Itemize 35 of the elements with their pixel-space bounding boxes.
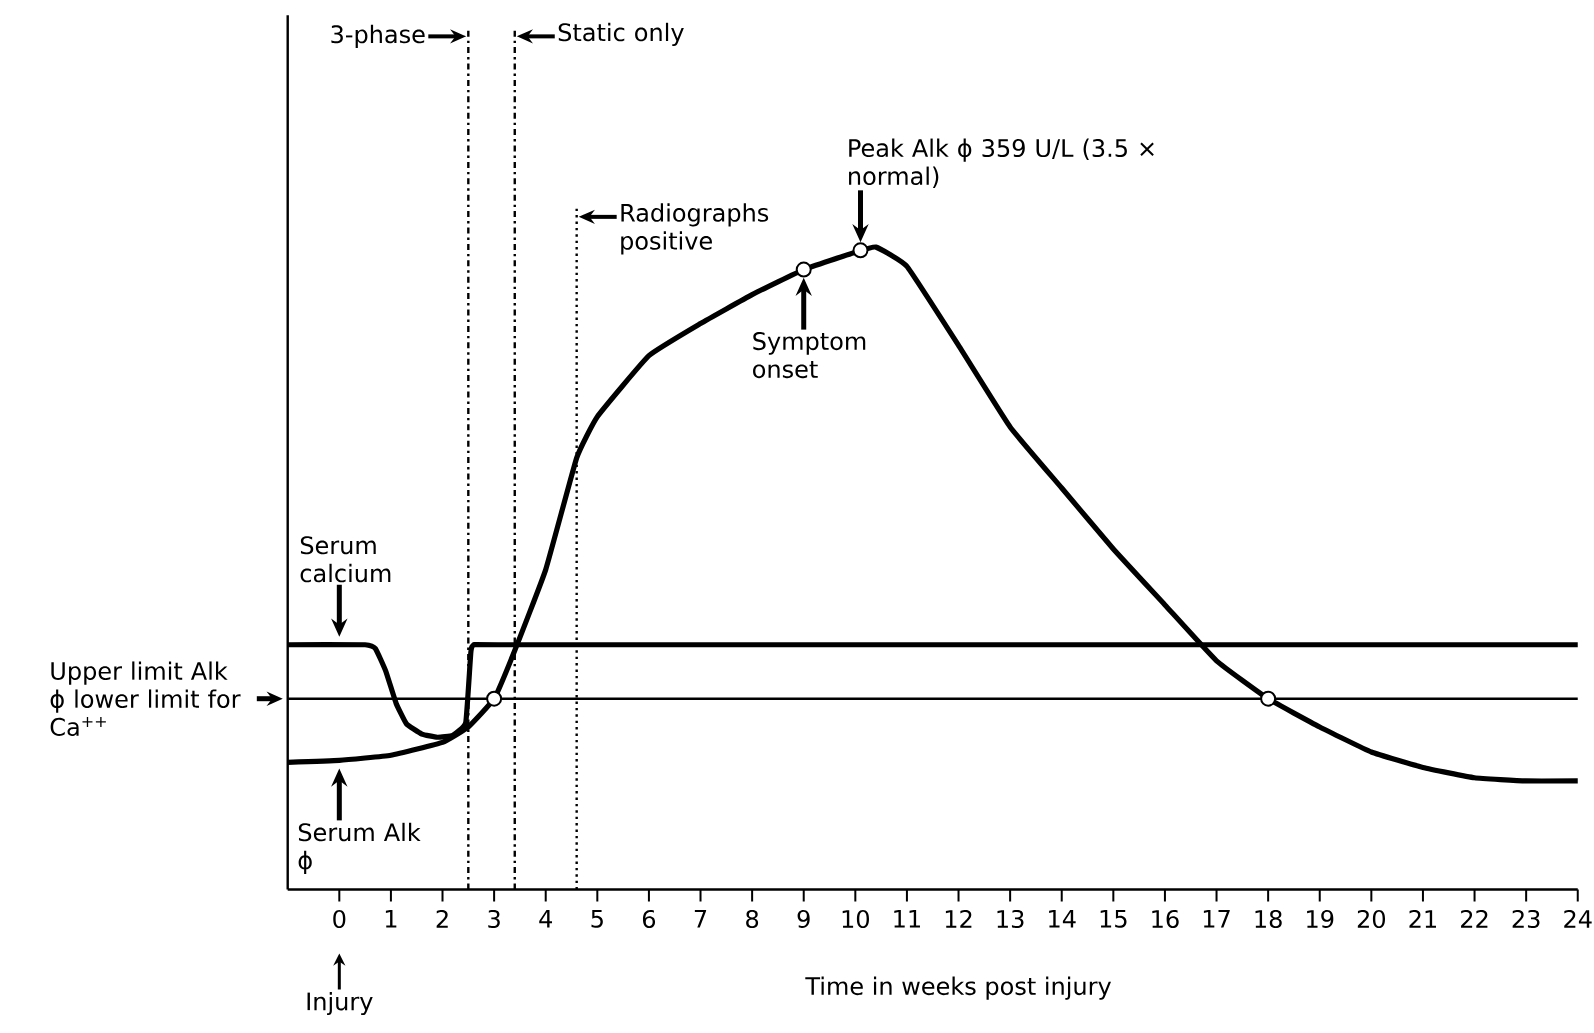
x-tick-label: 7: [694, 909, 707, 928]
x-tick-label: 10: [842, 909, 869, 929]
x-tick-label: 8: [746, 909, 759, 929]
x-tick-label: 0: [333, 909, 346, 929]
x-tick-label: 13: [997, 909, 1024, 929]
x-tick-label: 23: [1512, 909, 1540, 929]
x-tick-label: 14: [1049, 909, 1076, 928]
x-tick-label: 6: [642, 909, 656, 929]
x-tick-label: 17: [1203, 909, 1230, 928]
x-tick-label: 1: [385, 909, 397, 928]
x-tick-label: 2: [436, 909, 448, 928]
annotation: Peak Alk ϕ 359 U/L (3.5 × normal): [849, 138, 1154, 189]
text: Injury: [307, 991, 373, 1016]
x-tick-label: 15: [1100, 909, 1127, 928]
x-tick-label: 20: [1357, 909, 1386, 929]
x-tick-label: 22: [1461, 909, 1488, 928]
x-tick-label: 24: [1564, 909, 1592, 928]
x-tick-label: 16: [1152, 909, 1179, 929]
x-tick-label: 12: [945, 909, 972, 928]
x-axis-title: Time in weeks post injury: [805, 976, 1111, 1000]
annotation: Symptom onset: [753, 332, 866, 379]
annotation: Serum calcium: [300, 536, 391, 583]
x-tick-label: 18: [1255, 909, 1282, 929]
ref-line-label: Radiographs positive: [621, 203, 769, 255]
x-tick-label: 3: [488, 909, 500, 929]
x-tick-label: 21: [1409, 909, 1436, 928]
x-tick-label: 5: [591, 909, 603, 928]
x-tick-label: 19: [1307, 909, 1334, 929]
x-tick-label: 9: [797, 909, 810, 929]
ref-line-label: 3-phase: [331, 24, 425, 49]
x-tick-label: 4: [539, 909, 553, 928]
ref-line-label: Upper limit Alk ϕ lower limit for Ca$^{++}$: [50, 661, 241, 737]
annotation: Serum Alk ϕ: [298, 822, 421, 875]
ref-line-label: Static only: [558, 22, 684, 47]
x-tick-label: 11: [894, 909, 920, 928]
